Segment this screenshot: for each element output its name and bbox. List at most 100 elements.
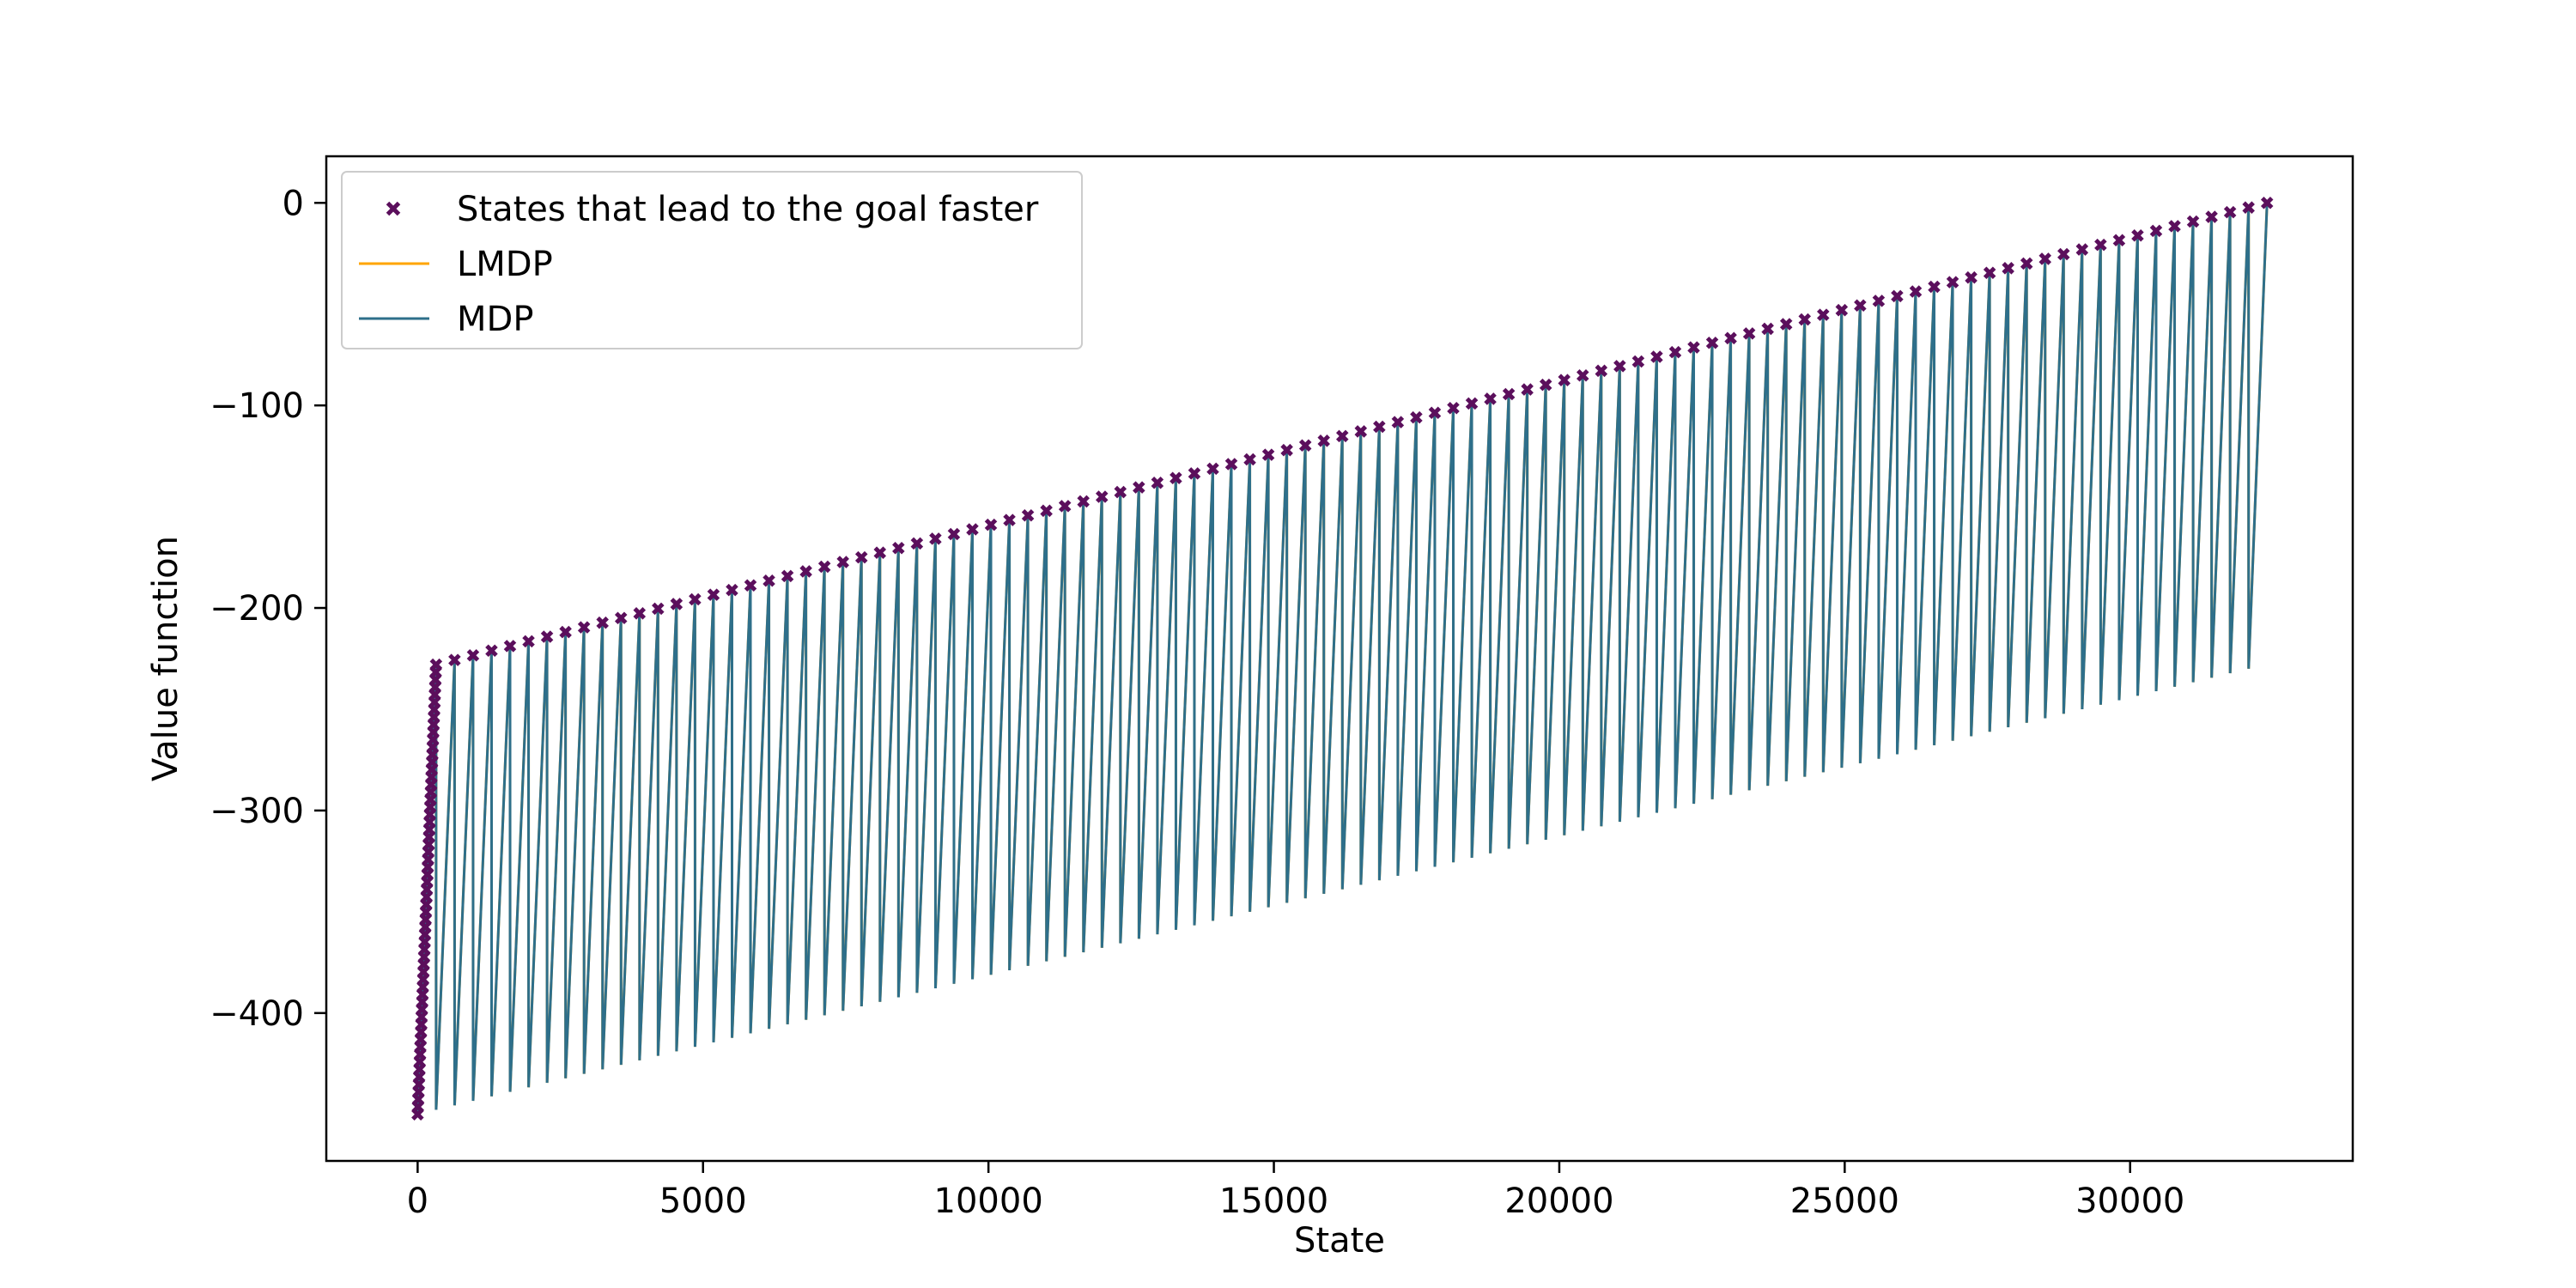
marker-stroke: [1817, 308, 1830, 321]
goal-state-marker: [1742, 327, 1756, 340]
y-tick-label: −400: [210, 994, 304, 1034]
marker-stroke: [1724, 331, 1737, 345]
marker-stroke: [577, 621, 591, 634]
goal-state-marker: [947, 527, 961, 541]
goal-state-marker: [1558, 374, 1571, 386]
y-tick-label: −100: [210, 386, 304, 426]
goal-state-marker: [799, 565, 812, 578]
legend-box: [341, 171, 1083, 349]
goal-state-marker: [1724, 331, 1737, 345]
x-tick-label: 20000: [1504, 1182, 1613, 1221]
marker-stroke: [1447, 402, 1460, 415]
goal-state-marker: [1928, 280, 1941, 294]
goal-state-marker: [1410, 410, 1423, 424]
marker-stroke: [1872, 295, 1886, 307]
marker-stroke: [1946, 276, 1959, 289]
marker-stroke: [1114, 485, 1127, 499]
x-tick-label: 30000: [2075, 1182, 2184, 1221]
marker-stroke: [1761, 322, 1774, 336]
marker-stroke: [1373, 420, 1386, 434]
marker-stroke: [596, 616, 609, 629]
marker-stroke: [633, 607, 647, 620]
goal-state-marker: [1613, 360, 1626, 373]
goal-state-marker: [670, 598, 683, 611]
goal-state-marker: [1077, 495, 1090, 508]
marker-stroke: [1170, 471, 1182, 485]
goal-state-marker: [1298, 439, 1312, 453]
goal-state-marker: [1983, 266, 1996, 280]
marker-stroke: [1410, 410, 1423, 424]
goal-state-marker: [1224, 458, 1238, 471]
goal-state-marker: [2075, 243, 2089, 256]
marker-stroke: [2038, 252, 2052, 265]
y-axis-label: Value function: [146, 536, 185, 781]
marker-stroke: [2168, 220, 2181, 233]
marker-stroke: [1298, 439, 1312, 453]
goal-state-marker: [1872, 295, 1886, 307]
goal-state-marker: [2112, 234, 2126, 246]
marker-stroke: [559, 625, 572, 639]
goal-state-marker: [836, 556, 849, 568]
marker-stroke: [652, 602, 665, 616]
goal-state-marker: [1631, 355, 1645, 368]
goal-state-marker: [1484, 392, 1497, 405]
marker-stroke: [966, 523, 979, 536]
marker-stroke: [1631, 355, 1645, 368]
goal-state-marker: [485, 644, 498, 658]
marker-stroke: [1650, 350, 1663, 363]
marker-stroke: [1835, 303, 1849, 317]
x-tick-label: 0: [407, 1182, 428, 1221]
goal-state-marker: [2260, 196, 2274, 210]
marker-stroke: [817, 560, 831, 574]
marker-stroke: [1668, 345, 1682, 359]
marker-stroke: [689, 592, 702, 606]
goal-state-marker: [2131, 229, 2144, 242]
x-tick-label: 10000: [934, 1182, 1043, 1221]
marker-stroke: [1909, 285, 1923, 298]
goal-state-marker: [1761, 322, 1774, 336]
goal-state-marker: [1151, 476, 1164, 489]
goal-state-marker: [1521, 383, 1534, 396]
marker-stroke: [762, 574, 775, 587]
marker-stroke: [1133, 481, 1145, 494]
goal-state-marker: [1687, 341, 1700, 354]
marker-stroke: [1502, 387, 1516, 401]
marker-stroke: [947, 527, 961, 541]
goal-state-marker: [1835, 303, 1849, 317]
marker-stroke: [2149, 224, 2163, 238]
marker-stroke: [929, 532, 942, 545]
marker-stroke: [1224, 458, 1238, 471]
goal-state-marker: [596, 616, 609, 629]
goal-state-marker: [633, 607, 647, 620]
goal-state-marker: [1058, 500, 1072, 513]
goal-state-marker: [1021, 508, 1035, 522]
marker-stroke: [1428, 406, 1442, 419]
marker-stroke: [1335, 429, 1349, 443]
marker-stroke: [1040, 504, 1053, 518]
x-axis: 0 5000 10000 15000 20000 25000 30000: [407, 1161, 2184, 1221]
marker-stroke: [910, 537, 924, 550]
goal-state-marker: [1891, 289, 1904, 303]
marker-stroke: [2020, 257, 2033, 270]
marker-stroke: [540, 630, 554, 643]
goal-state-marker: [652, 602, 665, 616]
legend-label: LMDP: [457, 245, 553, 284]
goal-state-marker: [1576, 368, 1589, 382]
goal-state-marker: [1114, 485, 1127, 499]
goal-state-marker: [1595, 364, 1608, 378]
mdp-series-line: [416, 203, 2269, 1115]
goal-state-marker: [873, 546, 887, 559]
goal-state-marker: [1539, 378, 1552, 392]
goal-state-marker: [1095, 490, 1109, 503]
goal-state-marker: [1965, 270, 1978, 284]
y-axis: 0 −100 −200 −300 −400: [210, 184, 326, 1034]
goal-state-marker: [503, 640, 517, 653]
goal-state-marker: [577, 621, 591, 634]
marker-stroke: [2002, 262, 2014, 275]
marker-stroke: [1077, 495, 1090, 508]
goal-state-marker: [1817, 308, 1830, 321]
marker-stroke: [854, 550, 868, 564]
goal-state-marker: [429, 658, 443, 671]
goal-state-marker: [1373, 420, 1386, 434]
marker-stroke: [1484, 392, 1497, 405]
